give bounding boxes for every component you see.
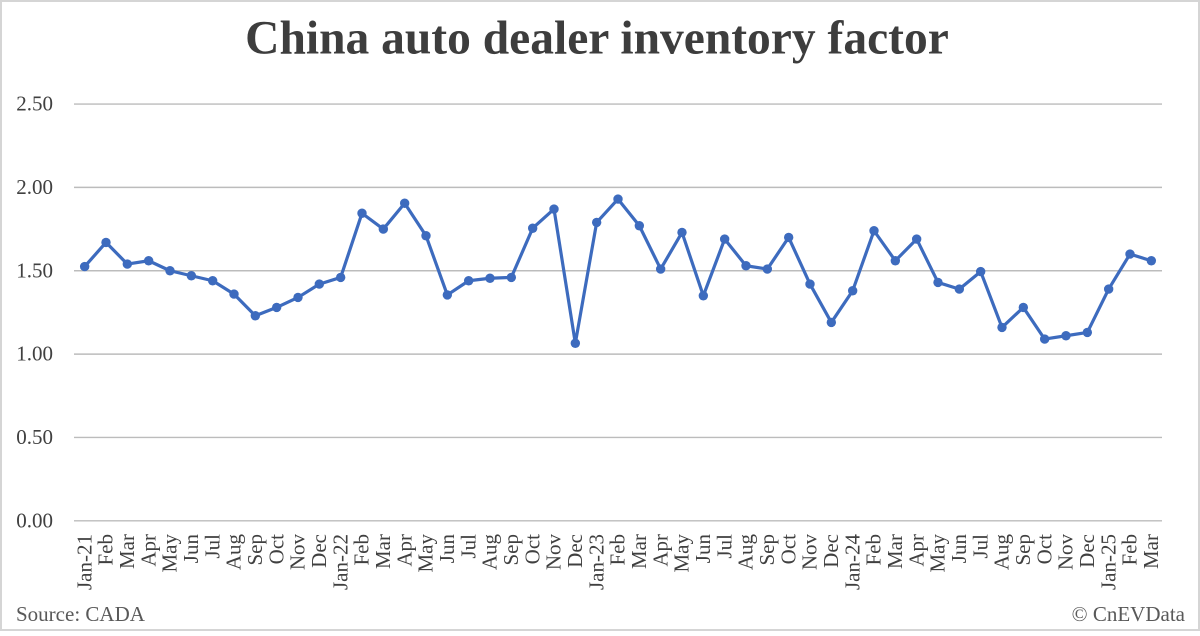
svg-text:Oct: Oct <box>520 534 544 564</box>
svg-text:Oct: Oct <box>264 534 288 564</box>
svg-text:Mar: Mar <box>627 534 651 569</box>
svg-text:© CnEVData: © CnEVData <box>1072 602 1186 626</box>
svg-text:Jul: Jul <box>712 534 736 559</box>
svg-text:Jun: Jun <box>691 534 715 564</box>
svg-text:Sep: Sep <box>755 534 779 566</box>
svg-text:Sep: Sep <box>243 534 267 566</box>
svg-text:Sep: Sep <box>499 534 523 566</box>
svg-text:May: May <box>414 534 438 573</box>
svg-text:1.50: 1.50 <box>16 258 53 282</box>
svg-text:Jul: Jul <box>456 534 480 559</box>
svg-text:Aug: Aug <box>990 534 1014 571</box>
svg-text:Sep: Sep <box>1011 534 1035 566</box>
svg-text:May: May <box>158 534 182 573</box>
svg-text:Dec: Dec <box>307 534 331 568</box>
svg-text:Oct: Oct <box>776 534 800 564</box>
svg-text:Jan-22: Jan-22 <box>328 534 352 590</box>
svg-text:Nov: Nov <box>798 534 822 571</box>
svg-text:Feb: Feb <box>606 534 630 566</box>
svg-text:Jul: Jul <box>200 534 224 559</box>
svg-text:Jun: Jun <box>947 534 971 564</box>
svg-text:Jun: Jun <box>179 534 203 564</box>
svg-text:Dec: Dec <box>819 534 843 568</box>
svg-text:0.00: 0.00 <box>16 508 53 532</box>
svg-text:Apr: Apr <box>136 534 160 567</box>
svg-text:2.00: 2.00 <box>16 175 53 199</box>
svg-text:Feb: Feb <box>1118 534 1142 566</box>
svg-text:Feb: Feb <box>862 534 886 566</box>
svg-text:Jul: Jul <box>968 534 992 559</box>
svg-text:Apr: Apr <box>904 534 928 567</box>
svg-text:Aug: Aug <box>222 534 246 571</box>
svg-text:May: May <box>670 534 694 573</box>
svg-text:1.00: 1.00 <box>16 342 53 366</box>
svg-text:Dec: Dec <box>563 534 587 568</box>
svg-text:Aug: Aug <box>734 534 758 571</box>
svg-text:Mar: Mar <box>883 534 907 569</box>
svg-text:2.50: 2.50 <box>16 92 53 116</box>
svg-text:Nov: Nov <box>542 534 566 571</box>
svg-text:Feb: Feb <box>350 534 374 566</box>
svg-text:Aug: Aug <box>478 534 502 571</box>
svg-text:0.50: 0.50 <box>16 425 53 449</box>
svg-text:Source: CADA: Source: CADA <box>16 602 146 626</box>
svg-text:Mar: Mar <box>371 534 395 569</box>
svg-text:Feb: Feb <box>94 534 118 566</box>
svg-text:China auto dealer inventory fa: China auto dealer inventory factor <box>245 13 949 65</box>
svg-text:Nov: Nov <box>1054 534 1078 571</box>
svg-text:May: May <box>926 534 950 573</box>
svg-text:Jan-25: Jan-25 <box>1096 534 1120 590</box>
svg-text:Mar: Mar <box>115 534 139 569</box>
svg-text:Jun: Jun <box>435 534 459 564</box>
svg-text:Oct: Oct <box>1032 534 1056 564</box>
svg-text:Jan-21: Jan-21 <box>72 534 96 590</box>
svg-text:Jan-23: Jan-23 <box>584 534 608 590</box>
svg-text:Apr: Apr <box>648 534 672 567</box>
svg-text:Nov: Nov <box>286 534 310 571</box>
svg-text:Dec: Dec <box>1075 534 1099 568</box>
svg-text:Mar: Mar <box>1139 534 1163 569</box>
svg-text:Apr: Apr <box>392 534 416 567</box>
svg-text:Jan-24: Jan-24 <box>840 534 864 590</box>
